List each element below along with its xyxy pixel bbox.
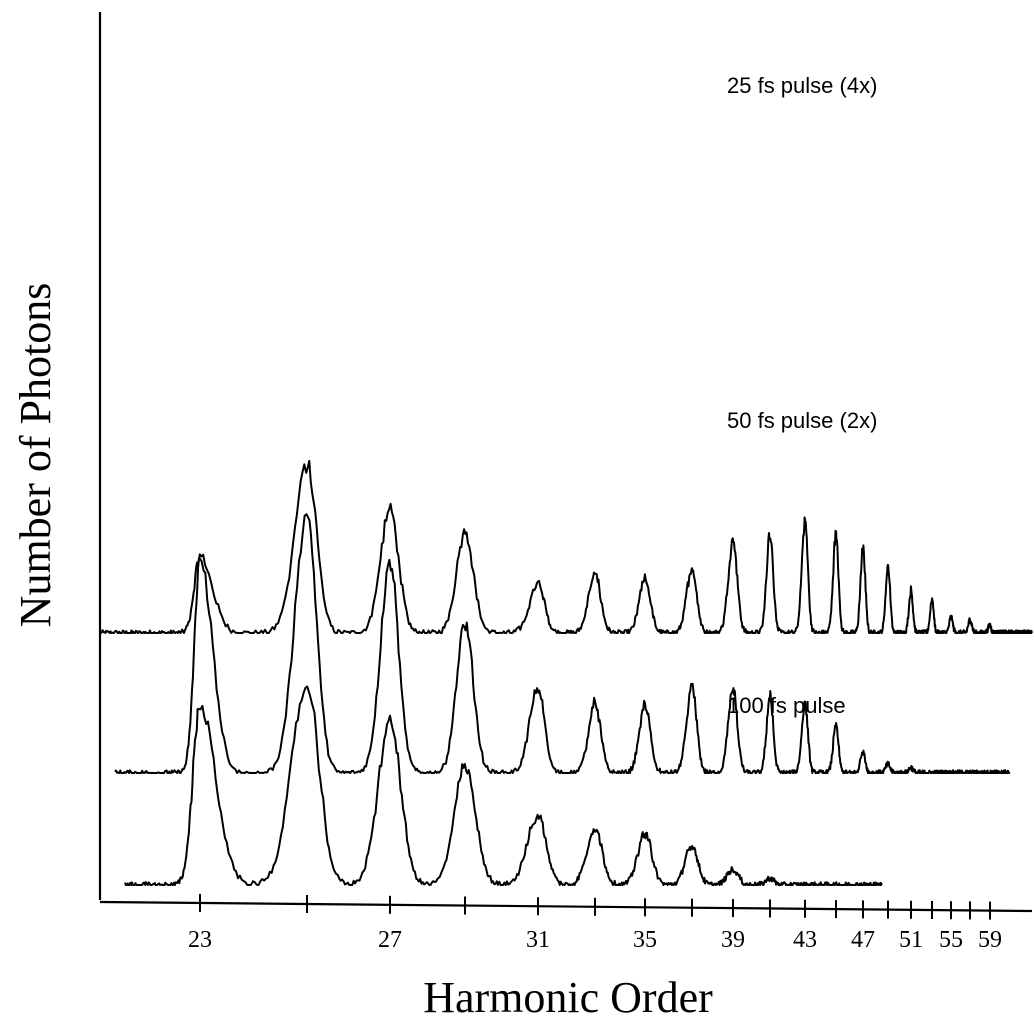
series-trace-1: [99, 459, 1033, 634]
series-label-3: 100 fs pulse: [727, 693, 846, 718]
x-tick-label-35: 35: [633, 927, 657, 953]
x-tick-label-55: 55: [939, 927, 963, 953]
series-trace-3: [124, 685, 883, 886]
x-ticks: [199, 894, 991, 920]
x-tick-label-39: 39: [721, 927, 745, 953]
y-axis-title: Number of Photons: [11, 283, 60, 628]
series-traces: [99, 459, 1033, 886]
series-label-2: 50 fs pulse (2x): [727, 408, 877, 433]
series-label-1: 25 fs pulse (4x): [727, 73, 877, 98]
series-3-peak-23: [199, 705, 201, 707]
x-tick-label-23: 23: [188, 927, 212, 953]
series-trace-2: [114, 513, 1011, 774]
x-tick-labels: 23 27 31 35 39 43 47 51 55 59: [188, 927, 1002, 953]
x-tick-label-59: 59: [978, 927, 1002, 953]
x-tick-label-31: 31: [526, 927, 550, 953]
series-labels: 25 fs pulse (4x) 50 fs pulse (2x) 100 fs p…: [727, 73, 877, 718]
x-axis-title: Harmonic Order: [423, 973, 713, 1022]
x-tick-label-43: 43: [793, 927, 817, 953]
x-tick-label-51: 51: [899, 927, 923, 953]
x-axis: [99, 900, 1033, 913]
x-tick-label-27: 27: [378, 927, 402, 953]
x-tick-label-47: 47: [851, 927, 875, 953]
